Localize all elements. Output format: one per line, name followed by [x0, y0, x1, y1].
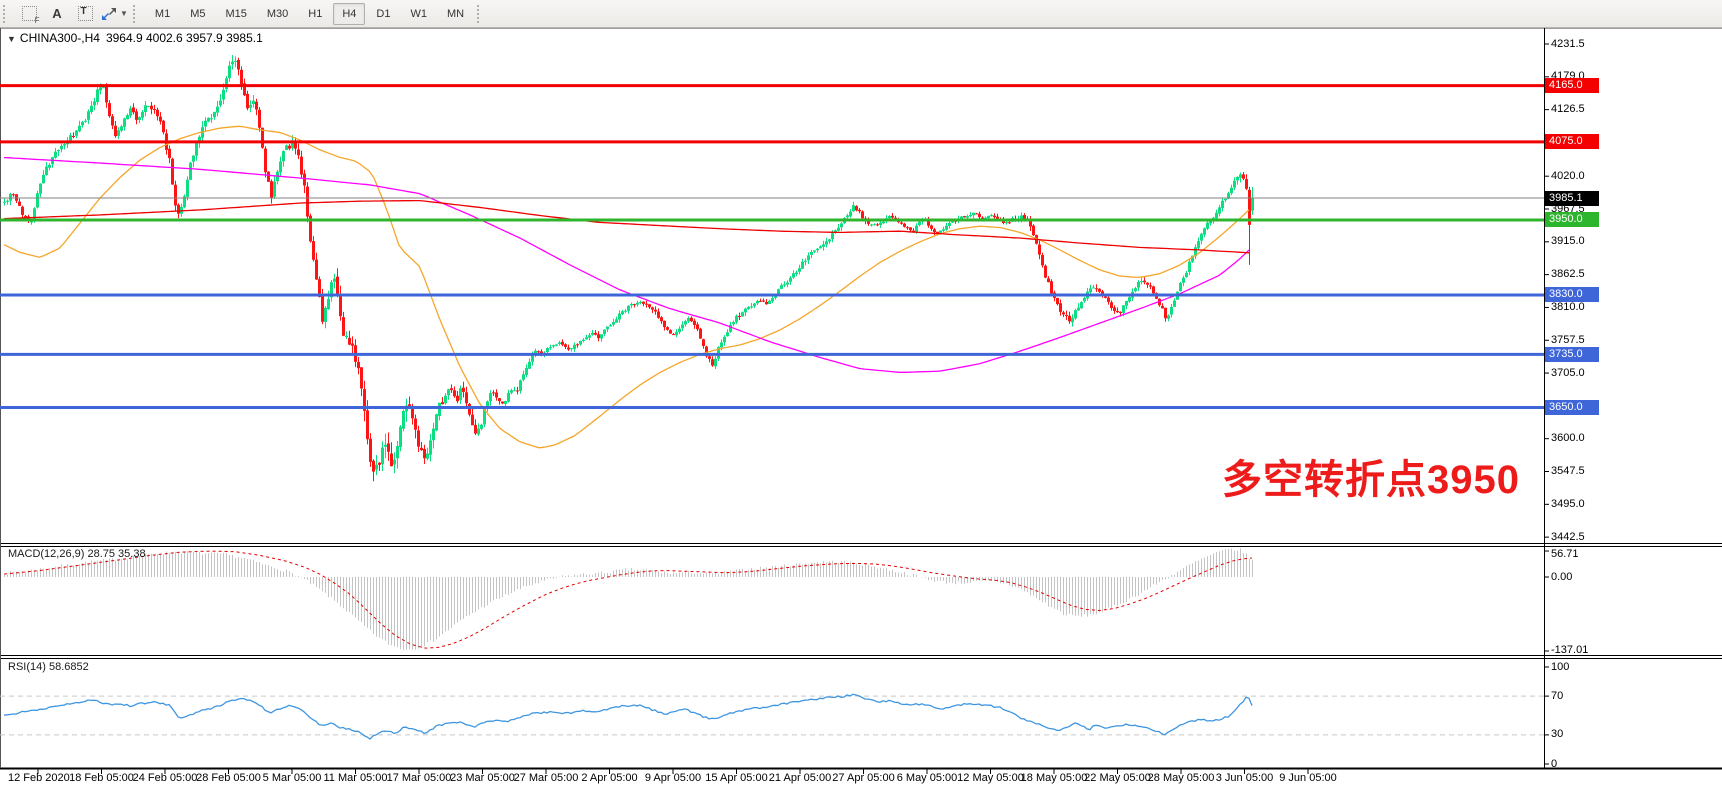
price-axis-tick: 3600.0 — [1551, 432, 1585, 445]
macd-layer — [3, 548, 1253, 651]
collapse-triangle-icon[interactable]: ▼ — [7, 34, 16, 44]
fibo-grid-icon: F — [21, 6, 40, 25]
ma-fast-line[interactable] — [3, 125, 1250, 449]
time-axis-label: 21 Apr 05:00 — [768, 772, 832, 784]
time-axis-label: 28 May 05:00 — [1147, 772, 1215, 784]
price-axis-tick: 4126.5 — [1551, 103, 1585, 116]
rsi-axis-tick: 30 — [1551, 728, 1564, 741]
time-axis-label: 12 Feb 2020 — [8, 772, 70, 784]
ma-slow-line[interactable] — [3, 199, 1250, 254]
macd-axis-tick: -137.01 — [1551, 644, 1589, 657]
price-axis-tick: 3757.5 — [1551, 333, 1585, 346]
rsi-axis-tick: 0 — [1551, 757, 1558, 770]
chart-text-annotation[interactable]: 多空转折点3950 — [1222, 458, 1520, 502]
toolbar: F A T ▼ M1 M5 M15 M30 H1 H4 D1 W1 MN — [0, 0, 1722, 28]
cursor-arrows-icon — [102, 7, 116, 20]
price-axis-tick: 3810.0 — [1551, 300, 1585, 313]
rsi-axis-tick: 100 — [1551, 660, 1570, 673]
price-axis-tick: 3442.5 — [1551, 530, 1585, 543]
cursor-arrows-tool-button[interactable]: ▼ — [100, 3, 129, 25]
time-axis-label: 9 Jun 05:00 — [1279, 772, 1337, 784]
timeframe-button-m1[interactable]: M1 — [154, 7, 171, 20]
price-axis-tick: 3862.5 — [1551, 268, 1585, 281]
macd-plot[interactable] — [0, 547, 1544, 655]
time-axis-label: 28 Feb 05:00 — [196, 772, 261, 784]
time-axis-label: 23 Mar 05:00 — [450, 772, 515, 784]
time-axis-label: 18 May 05:00 — [1020, 772, 1088, 784]
ohlc-values: 3964.9 4002.6 3957.9 3985.1 — [105, 31, 263, 45]
time-axis-label: 27 Apr 05:00 — [832, 772, 895, 784]
price-axis-tick: 4020.0 — [1551, 169, 1585, 182]
price-axis-tick: 3705.0 — [1551, 366, 1585, 379]
price-badge-3735.0: 3735.0 — [1545, 346, 1599, 362]
text-label-icon: A — [52, 6, 62, 21]
text-tool-button[interactable]: T — [72, 3, 98, 25]
timeframe-button-w1[interactable]: W1 — [410, 7, 427, 20]
time-axis-label: 5 Mar 05:00 — [262, 772, 322, 784]
price-badge-3950.0: 3950.0 — [1545, 212, 1599, 228]
toolbar-separator-handle[interactable] — [132, 4, 140, 23]
time-axis-label: 9 Apr 05:00 — [644, 772, 702, 784]
price-badge-3650.0: 3650.0 — [1545, 399, 1599, 415]
price-axis-tick: 4231.5 — [1551, 37, 1585, 50]
chevron-down-icon[interactable]: ▼ — [120, 9, 128, 18]
symbol-period-label: CHINA300-,H4 — [19, 31, 100, 45]
timeframe-button-h4[interactable]: H4 — [333, 2, 366, 25]
price-axis-tick: 3495.0 — [1551, 497, 1585, 510]
time-axis-label: 15 Apr 05:00 — [705, 772, 768, 784]
time-axis-label: 17 Mar 05:00 — [386, 772, 452, 784]
rsi-layer — [0, 693, 1544, 740]
time-axis-label: 27 Mar 05:00 — [513, 772, 579, 784]
text-label-tool-button[interactable]: A — [44, 3, 70, 25]
fibo-grid-tool-button[interactable]: F — [16, 3, 42, 25]
timeframe-button-m30[interactable]: M30 — [266, 7, 289, 20]
price-badge-3830.0: 3830.0 — [1545, 287, 1599, 303]
time-axis-label: 6 May 05:00 — [896, 772, 958, 784]
chart-title: ▼ CHINA300-,H4 3964.9 4002.6 3957.9 3985.1 — [7, 31, 263, 45]
time-axis-label: 12 May 05:00 — [957, 772, 1024, 784]
timeframe-button-m15[interactable]: M15 — [225, 7, 247, 20]
time-axis-label: 24 Feb 05:00 — [132, 772, 198, 784]
text-icon: T — [77, 6, 93, 21]
moving-averages-layer — [3, 125, 1250, 449]
time-axis-label: 18 Feb 05:00 — [69, 772, 134, 784]
time-axis-tick-marks — [37, 769, 1309, 774]
price-badge-4075.0: 4075.0 — [1545, 134, 1599, 150]
panel-borders — [0, 27, 1722, 770]
macd-axis-tick: 0.00 — [1551, 570, 1573, 583]
ma-mid-line[interactable] — [3, 156, 1250, 373]
price-level-lines[interactable] — [0, 84, 1544, 409]
price-badge-3985.1: 3985.1 — [1545, 190, 1599, 206]
time-axis-label: 2 Apr 05:00 — [581, 772, 638, 784]
macd-indicator-label: MACD(12,26,9) 28.75 35.38 — [8, 548, 146, 560]
macd-axis-tick: 56.71 — [1551, 548, 1579, 560]
toolbar-drag-handle[interactable] — [3, 4, 10, 23]
timeframe-button-d1[interactable]: D1 — [376, 7, 391, 20]
time-axis-label: 11 Mar 05:00 — [323, 772, 388, 784]
timeframe-button-group: M1 M5 M15 M30 H1 H4 D1 W1 MN — [145, 2, 474, 25]
price-axis-tick: 3967.5 — [1551, 202, 1585, 215]
timeframe-button-mn[interactable]: MN — [446, 7, 465, 20]
time-axis-label: 3 Jun 05:00 — [1215, 772, 1274, 784]
rsi-indicator-label: RSI(14) 58.6852 — [8, 661, 89, 673]
rsi-axis-tick: 70 — [1551, 689, 1564, 702]
toolbar-separator-handle-2[interactable] — [477, 4, 484, 23]
price-axis-tick: 3915.0 — [1551, 235, 1585, 248]
time-axis-label: 22 May 05:00 — [1084, 772, 1151, 784]
timeframe-button-h1[interactable]: H1 — [308, 7, 323, 20]
timeframe-button-m5[interactable]: M5 — [190, 7, 206, 20]
axis-tick-marks — [1544, 43, 1549, 765]
rsi-plot[interactable] — [0, 659, 1544, 768]
price-axis-tick: 3547.5 — [1551, 465, 1585, 477]
price-badge-4165.0: 4165.0 — [1545, 78, 1599, 94]
